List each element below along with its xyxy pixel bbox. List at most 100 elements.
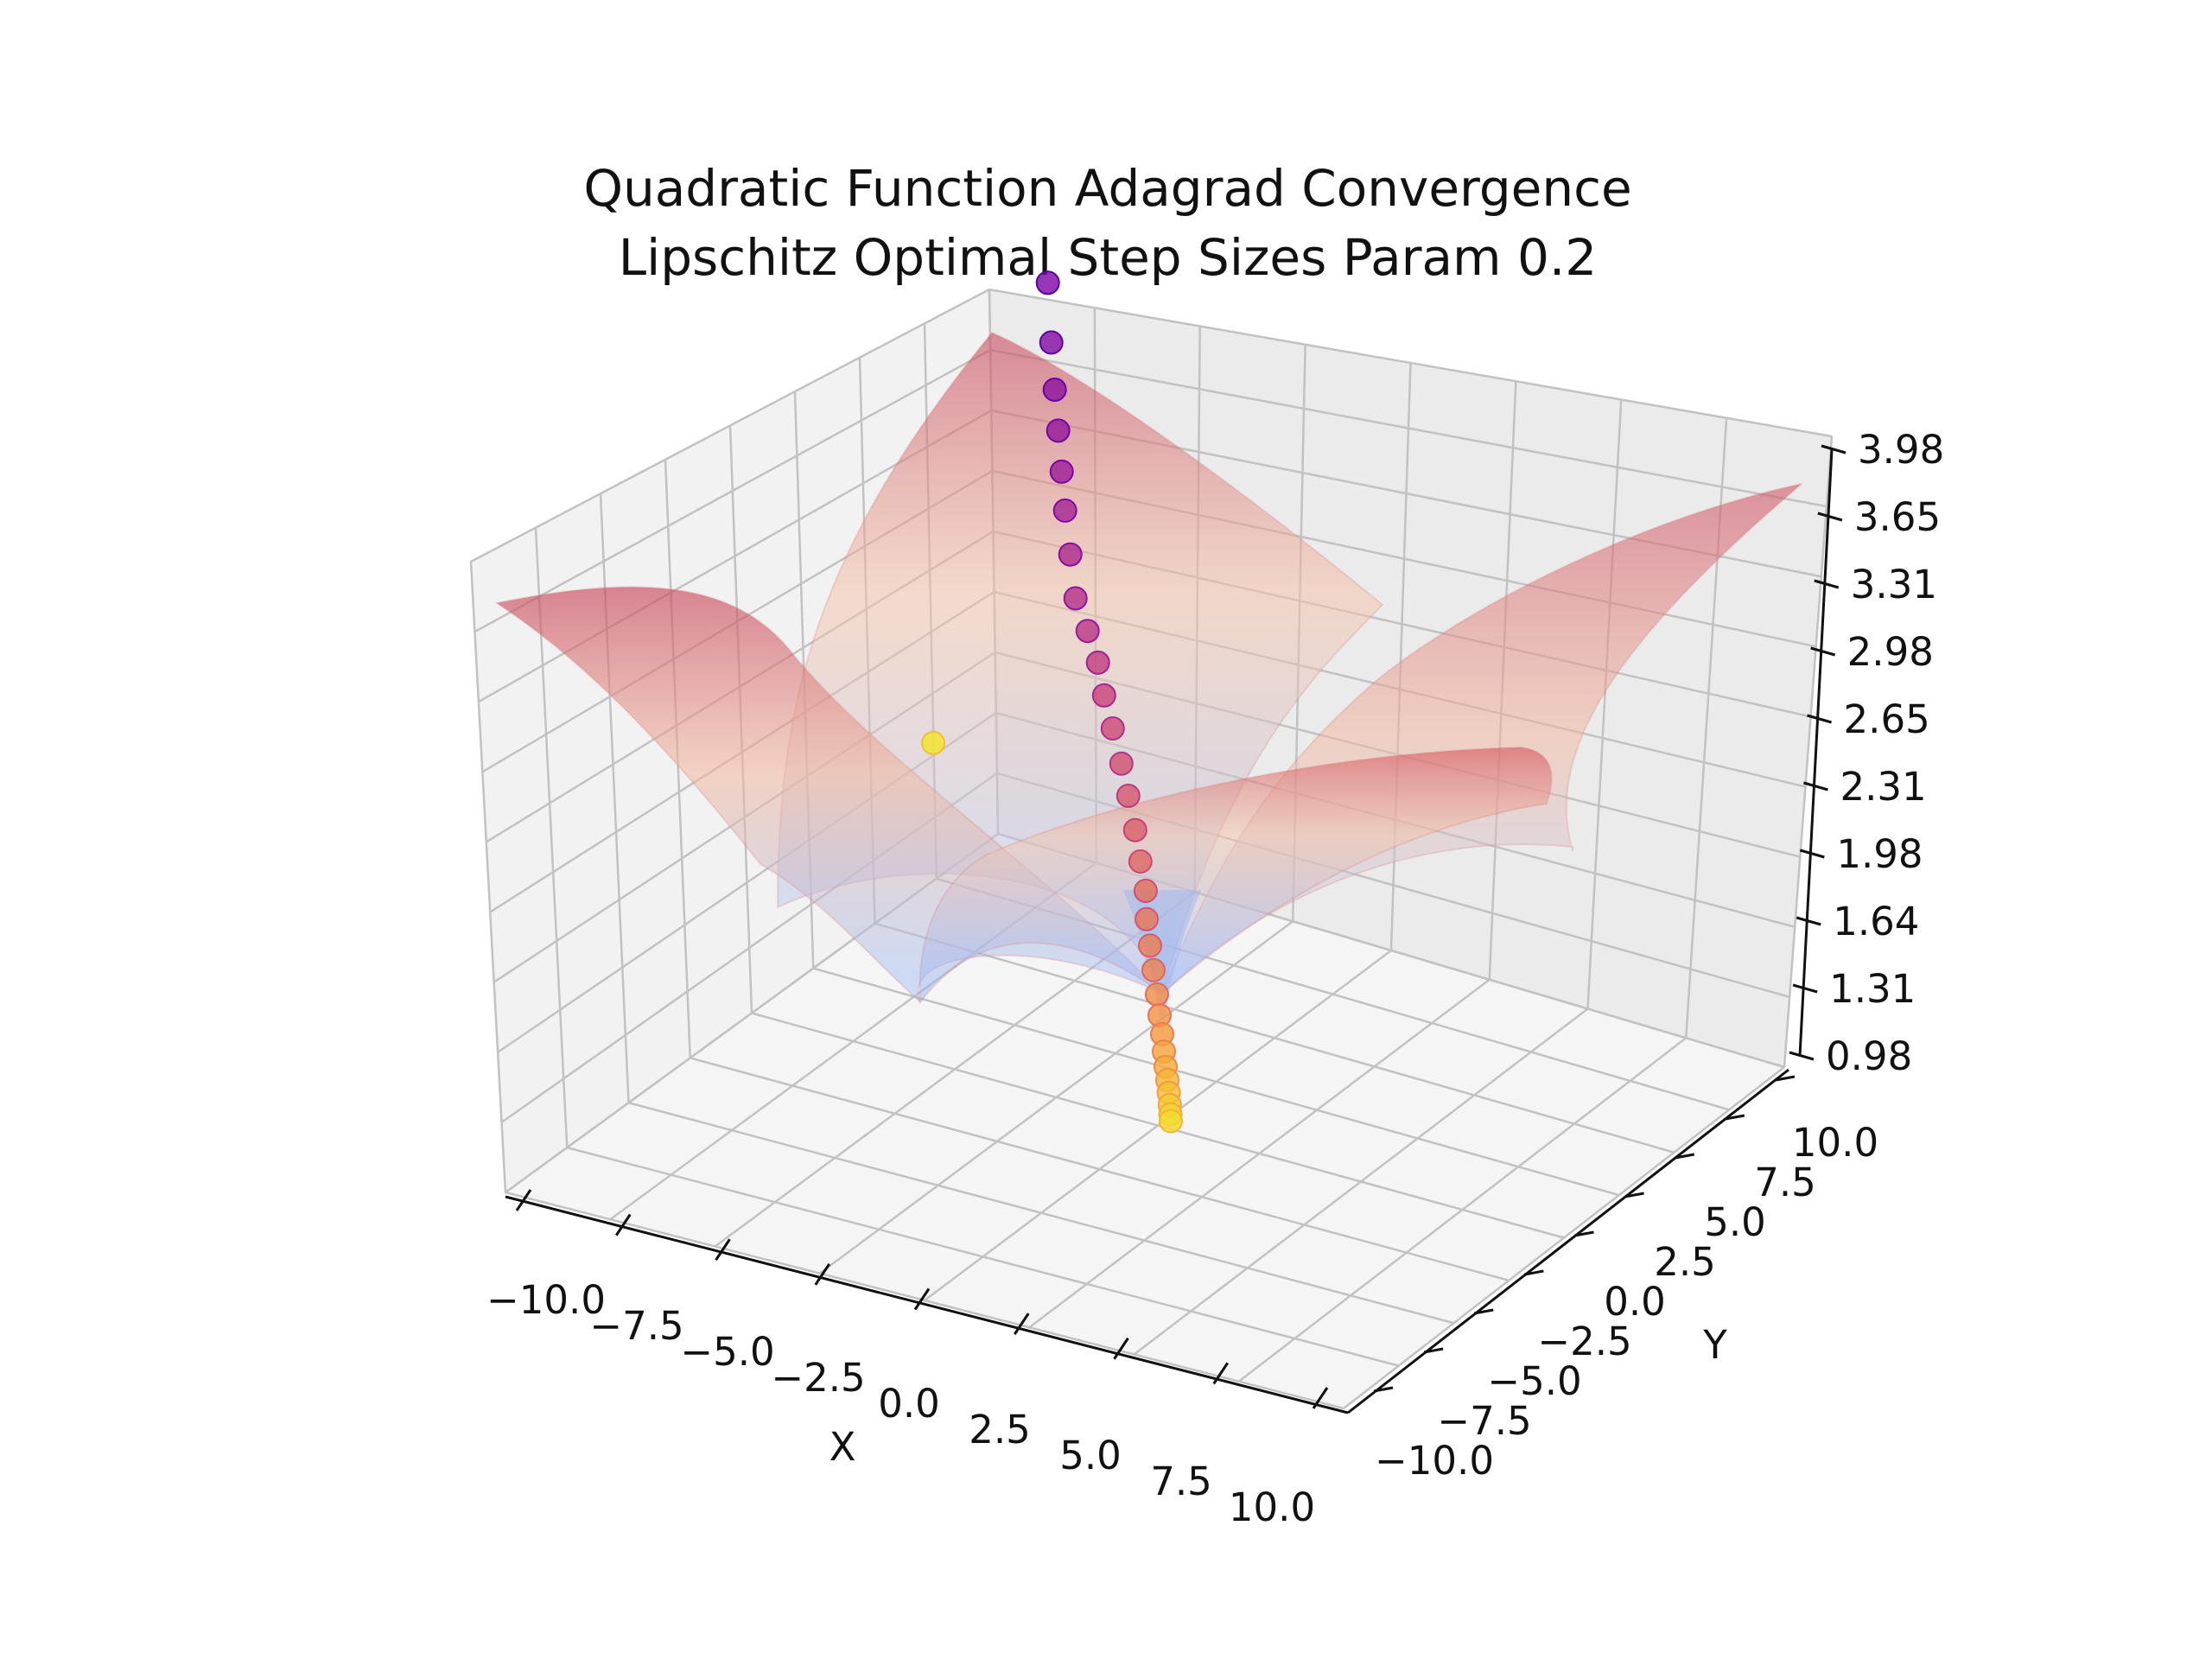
x-ticks: −10.0−7.5−5.0−2.5 0.0 2.5 5.0 7.5 10.0 (486, 1189, 1329, 1530)
y-tick-mark (1725, 1114, 1745, 1121)
z-tick-label: 3.31 (1851, 562, 1937, 607)
x-axis-line (505, 1195, 1349, 1414)
y-tick-label: −10.0 (1375, 1438, 1494, 1484)
z-tick-label: 2.31 (1840, 764, 1926, 810)
x-tick-mark (1014, 1313, 1030, 1335)
y-ticks: −10.0−7.5−5.0−2.50.02.55.07.510.0 (1373, 1075, 1878, 1484)
z-tick-mark (1821, 444, 1847, 454)
floor-grid-x (1343, 1066, 1785, 1409)
trajectory-point (1063, 586, 1088, 611)
x-tick-mark (1312, 1387, 1329, 1409)
floor-grid-y (751, 1012, 1565, 1239)
trajectory-point (1128, 849, 1153, 874)
z-tick-mark (1817, 512, 1843, 522)
y-tick-label: −7.5 (1437, 1398, 1531, 1444)
x-tick-mark (1212, 1362, 1229, 1385)
z-ticks: 0.98 1.31 1.64 1.98 2.31 2.65 2.98 3.31 3.65 3.98 (1789, 427, 1944, 1079)
z-tick-label: 2.98 (1847, 629, 1934, 675)
y-tick-mark (1675, 1153, 1695, 1160)
z-tick-mark (1796, 916, 1821, 926)
trajectory-point (1052, 498, 1077, 523)
surface-plot (494, 331, 1802, 1037)
y-tick-label: 7.5 (1754, 1160, 1816, 1205)
trajectory-point (1058, 542, 1083, 567)
z-tick-mark (1799, 849, 1825, 859)
trajectory-point (1159, 1109, 1183, 1134)
y-tick-mark (1624, 1192, 1644, 1198)
x-tick-label: −10.0 (486, 1277, 606, 1323)
trajectory-point (1122, 817, 1147, 842)
trajectory-point (1145, 982, 1169, 1007)
floor-grid-x (1028, 978, 1491, 1329)
y-tick-mark (1473, 1308, 1494, 1315)
x-tick-mark (913, 1287, 931, 1311)
trajectory-point (1109, 751, 1134, 776)
floor-grid-x (1237, 1037, 1688, 1382)
y-tick-mark (1524, 1269, 1544, 1276)
y-tick-label: 0.0 (1604, 1279, 1666, 1325)
right-pane-grid-vertical (1783, 435, 1834, 1068)
x-tick-mark (814, 1263, 830, 1286)
z-axis-line (1798, 448, 1834, 1057)
trajectory-point (1135, 906, 1159, 931)
y-axis-label: Y (1702, 1322, 1727, 1368)
chart-title-line1: Quadratic Function Adagrad Convergence (583, 159, 1631, 218)
y-tick-label: −2.5 (1537, 1319, 1631, 1364)
z-tick-label: 3.98 (1858, 427, 1944, 473)
trajectory-point (1075, 619, 1100, 644)
y-tick-label: −5.0 (1487, 1358, 1581, 1404)
trajectory-point (1085, 650, 1110, 675)
x-tick-label: 10.0 (1229, 1484, 1315, 1530)
floor-grid-y (812, 967, 1620, 1197)
trajectory-point (1035, 270, 1060, 296)
z-tick-label: 1.64 (1833, 899, 1919, 944)
x-tick-mark (1113, 1337, 1129, 1360)
x-tick-label: −5.0 (680, 1329, 774, 1375)
trajectory-point (1049, 459, 1074, 484)
z-tick-label: 3.65 (1854, 494, 1941, 540)
x-tick-label: −2.5 (771, 1355, 865, 1401)
x-tick-mark (715, 1238, 731, 1262)
z-tick-mark (1814, 579, 1840, 589)
x-tick-label: −7.5 (589, 1303, 683, 1349)
trajectory-point (1042, 378, 1067, 402)
chart-title-line2: Lipschitz Optimal Step Sizes Param 0.2 (619, 228, 1597, 287)
z-tick-label: 2.65 (1844, 696, 1930, 742)
z-grid-line (470, 288, 1833, 563)
x-tick-mark (515, 1189, 532, 1211)
x-axis-label: X (830, 1424, 856, 1470)
y-tick-mark (1574, 1230, 1594, 1237)
trajectory-point (1116, 784, 1141, 808)
z-tick-mark (1810, 646, 1836, 657)
adagrad-trajectory (921, 270, 1183, 1134)
trajectory-point (1138, 933, 1162, 958)
trajectory-point (1091, 683, 1116, 708)
trajectory-point (1046, 418, 1071, 443)
surface-front-sheet (918, 746, 1553, 1005)
z-tick-mark (1789, 1051, 1815, 1061)
y-tick-mark (1775, 1075, 1796, 1082)
trajectory-point (1133, 879, 1158, 903)
z-tick-mark (1803, 781, 1828, 791)
trajectory-point (921, 730, 946, 755)
trajectory-point (1039, 330, 1064, 355)
y-tick-label: 2.5 (1654, 1239, 1716, 1285)
y-axis-line (1347, 1068, 1789, 1414)
y-tick-mark (1423, 1347, 1444, 1354)
floor-grid-x (1133, 1007, 1589, 1356)
right-pane-grid-vertical (1586, 399, 1623, 1009)
x-tick-label: 2.5 (969, 1407, 1031, 1452)
x-tick-label: 0.0 (878, 1381, 940, 1427)
y-tick-mark (1373, 1386, 1394, 1393)
x-tick-label: 5.0 (1059, 1433, 1122, 1478)
floor-grid-y (874, 922, 1675, 1154)
y-tick-label: 5.0 (1704, 1199, 1766, 1245)
z-tick-mark (1792, 983, 1818, 994)
z-tick-mark (1807, 714, 1832, 724)
trajectory-point (1100, 716, 1125, 741)
y-tick-label: 10.0 (1792, 1120, 1878, 1166)
z-tick-label: 1.31 (1829, 966, 1916, 1012)
z-tick-label: 1.98 (1836, 831, 1923, 877)
z-tick-label: 0.98 (1826, 1033, 1912, 1079)
